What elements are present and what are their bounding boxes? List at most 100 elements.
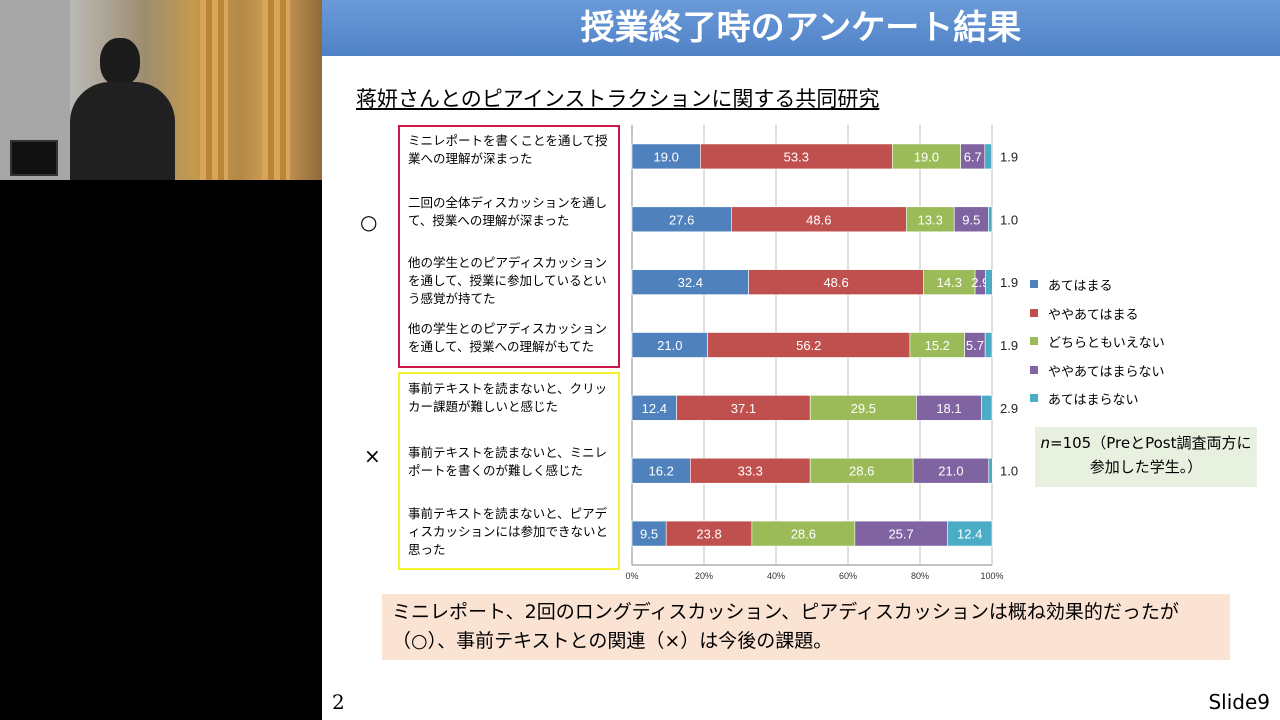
speaker-silhouette	[70, 38, 175, 180]
data-label: 19.0	[654, 149, 679, 164]
x-tick-label: 0%	[625, 571, 638, 581]
data-label: 37.1	[731, 401, 756, 416]
data-label: 9.5	[640, 527, 658, 542]
data-label: 53.3	[784, 149, 809, 164]
bar-segment	[981, 395, 993, 421]
page-number: 2	[332, 690, 345, 714]
bar-segment	[923, 269, 976, 295]
legend-label: あてはまる	[1048, 279, 1113, 294]
question-label: 事前テキストを読まないと、ミニレポートを書くのが難しく感じた	[408, 445, 608, 478]
title-bar: 授業終了時のアンケート結果	[322, 0, 1280, 56]
bar-segment	[700, 143, 893, 170]
data-label: 15.2	[925, 338, 950, 353]
conclusion-box: ミニレポート、2回のロングディスカッション、ピアディスカッションは概ね効果的だっ…	[382, 594, 1230, 660]
data-label: 19.0	[914, 149, 939, 164]
data-label: 2.9	[1000, 401, 1018, 416]
data-label: 21.0	[657, 338, 682, 353]
data-label: 21.0	[938, 464, 963, 479]
bar-segment	[988, 206, 993, 233]
bar-segment	[988, 457, 993, 484]
note-text: =105（PreとPost調査両方に参加した学生。）	[1050, 434, 1252, 476]
data-label: 48.6	[806, 212, 831, 227]
negative-mark: ×	[364, 444, 381, 468]
data-label: 13.3	[918, 212, 943, 227]
question-label: 他の学生とのピアディスカッションを通して、授業への理解がもてた	[408, 321, 608, 354]
data-label: 12.4	[642, 401, 667, 416]
bar-segment	[947, 520, 993, 547]
data-label: 33.3	[738, 464, 763, 479]
question-label: ミニレポートを書くことを通して授業への理解が深まった	[408, 133, 608, 166]
data-label: 28.6	[849, 464, 874, 479]
x-tick-label: 80%	[911, 571, 929, 581]
data-label: 32.4	[678, 275, 703, 290]
bar-segment	[906, 206, 955, 233]
data-label: 9.5	[962, 212, 980, 227]
data-label: 29.5	[851, 401, 876, 416]
data-label: 16.2	[649, 464, 674, 479]
data-label: 27.6	[669, 212, 694, 227]
legend-swatch	[1030, 308, 1038, 317]
data-label: 6.7	[964, 149, 982, 164]
bar-segment	[984, 143, 992, 170]
data-label: 2.9	[971, 275, 989, 290]
slide-label: Slide9	[1208, 690, 1270, 714]
legend-swatch	[1030, 394, 1038, 402]
bar-segment	[631, 269, 749, 295]
x-tick-label: 60%	[839, 571, 857, 581]
negative-questions-box	[398, 372, 620, 570]
data-label: 12.4	[957, 527, 982, 542]
bar-segment	[912, 457, 990, 484]
bar-segment	[676, 395, 811, 421]
bar-segment	[631, 143, 701, 170]
bar-segment	[984, 332, 993, 358]
video-curtain	[200, 0, 228, 180]
bar-segment	[631, 206, 732, 233]
legend-swatch	[1030, 337, 1038, 345]
question-label: 二回の全体ディスカッションを通して、授業への理解が深まった	[408, 195, 608, 228]
positive-mark: ○	[360, 210, 378, 234]
bar-segment	[985, 269, 993, 295]
legend-label: ややあてはまらない	[1048, 364, 1165, 380]
question-label: 他の学生とのピアディスカッションを通して、授業に参加しているという感覚が持てた	[408, 255, 608, 306]
bar-segment	[690, 457, 811, 484]
bar-segment	[809, 395, 917, 421]
slide-title: 授業終了時のアンケート結果	[580, 8, 1022, 48]
x-tick-label: 100%	[980, 571, 1003, 581]
legend-swatch	[1030, 365, 1038, 374]
data-label: 5.7	[966, 338, 984, 353]
video-curtain	[262, 0, 290, 180]
slide-subtitle: 蒋妍さんとのピアインストラクションに関する共同研究	[356, 87, 880, 111]
question-label: 事前テキストを読まないと、ピアディスカッションには参加できないと思った	[408, 506, 609, 557]
legend-label: あてはまらない	[1048, 393, 1139, 408]
sample-note: n=105（PreとPost調査両方に参加した学生。）	[1035, 427, 1257, 487]
presentation-slide: 授業終了時のアンケート結果 蒋妍さんとのピアインストラクションに関する共同研究 …	[322, 0, 1280, 720]
data-label: 28.6	[791, 527, 816, 542]
note-n: n	[1040, 434, 1051, 452]
legend-swatch	[1030, 280, 1038, 288]
bar-segment	[809, 457, 914, 484]
data-label: 56.2	[796, 338, 821, 353]
data-label: 1.9	[1000, 338, 1018, 353]
positive-questions-box	[398, 125, 620, 368]
laptop	[10, 140, 58, 176]
data-label: 48.6	[823, 275, 848, 290]
data-label: 1.9	[1000, 275, 1018, 290]
data-label: 25.7	[888, 527, 913, 542]
data-label: 18.1	[936, 401, 961, 416]
speaker-video	[0, 0, 322, 180]
bar-segment	[751, 520, 856, 547]
data-label: 1.9	[1000, 149, 1018, 164]
bar-segment	[891, 143, 961, 170]
question-label: 事前テキストを読まないと、クリッカー課題が難しいと感じた	[408, 381, 608, 414]
x-tick-label: 40%	[767, 571, 785, 581]
bar-segment	[631, 520, 667, 547]
data-label: 14.3	[937, 275, 962, 290]
bar-segment	[854, 520, 948, 547]
stacked-bar-chart: 0% 20% 40% 60% 80% 100% 19.0 53.3 19.0 6.7 1.9 27.6…	[625, 125, 1018, 581]
bar-segment	[916, 395, 982, 421]
data-label: 1.0	[1000, 212, 1018, 227]
x-tick-label: 20%	[695, 571, 713, 581]
bar-segment	[631, 457, 691, 484]
legend-label: どちらともいえない	[1048, 336, 1165, 351]
data-label: 23.8	[696, 527, 721, 542]
